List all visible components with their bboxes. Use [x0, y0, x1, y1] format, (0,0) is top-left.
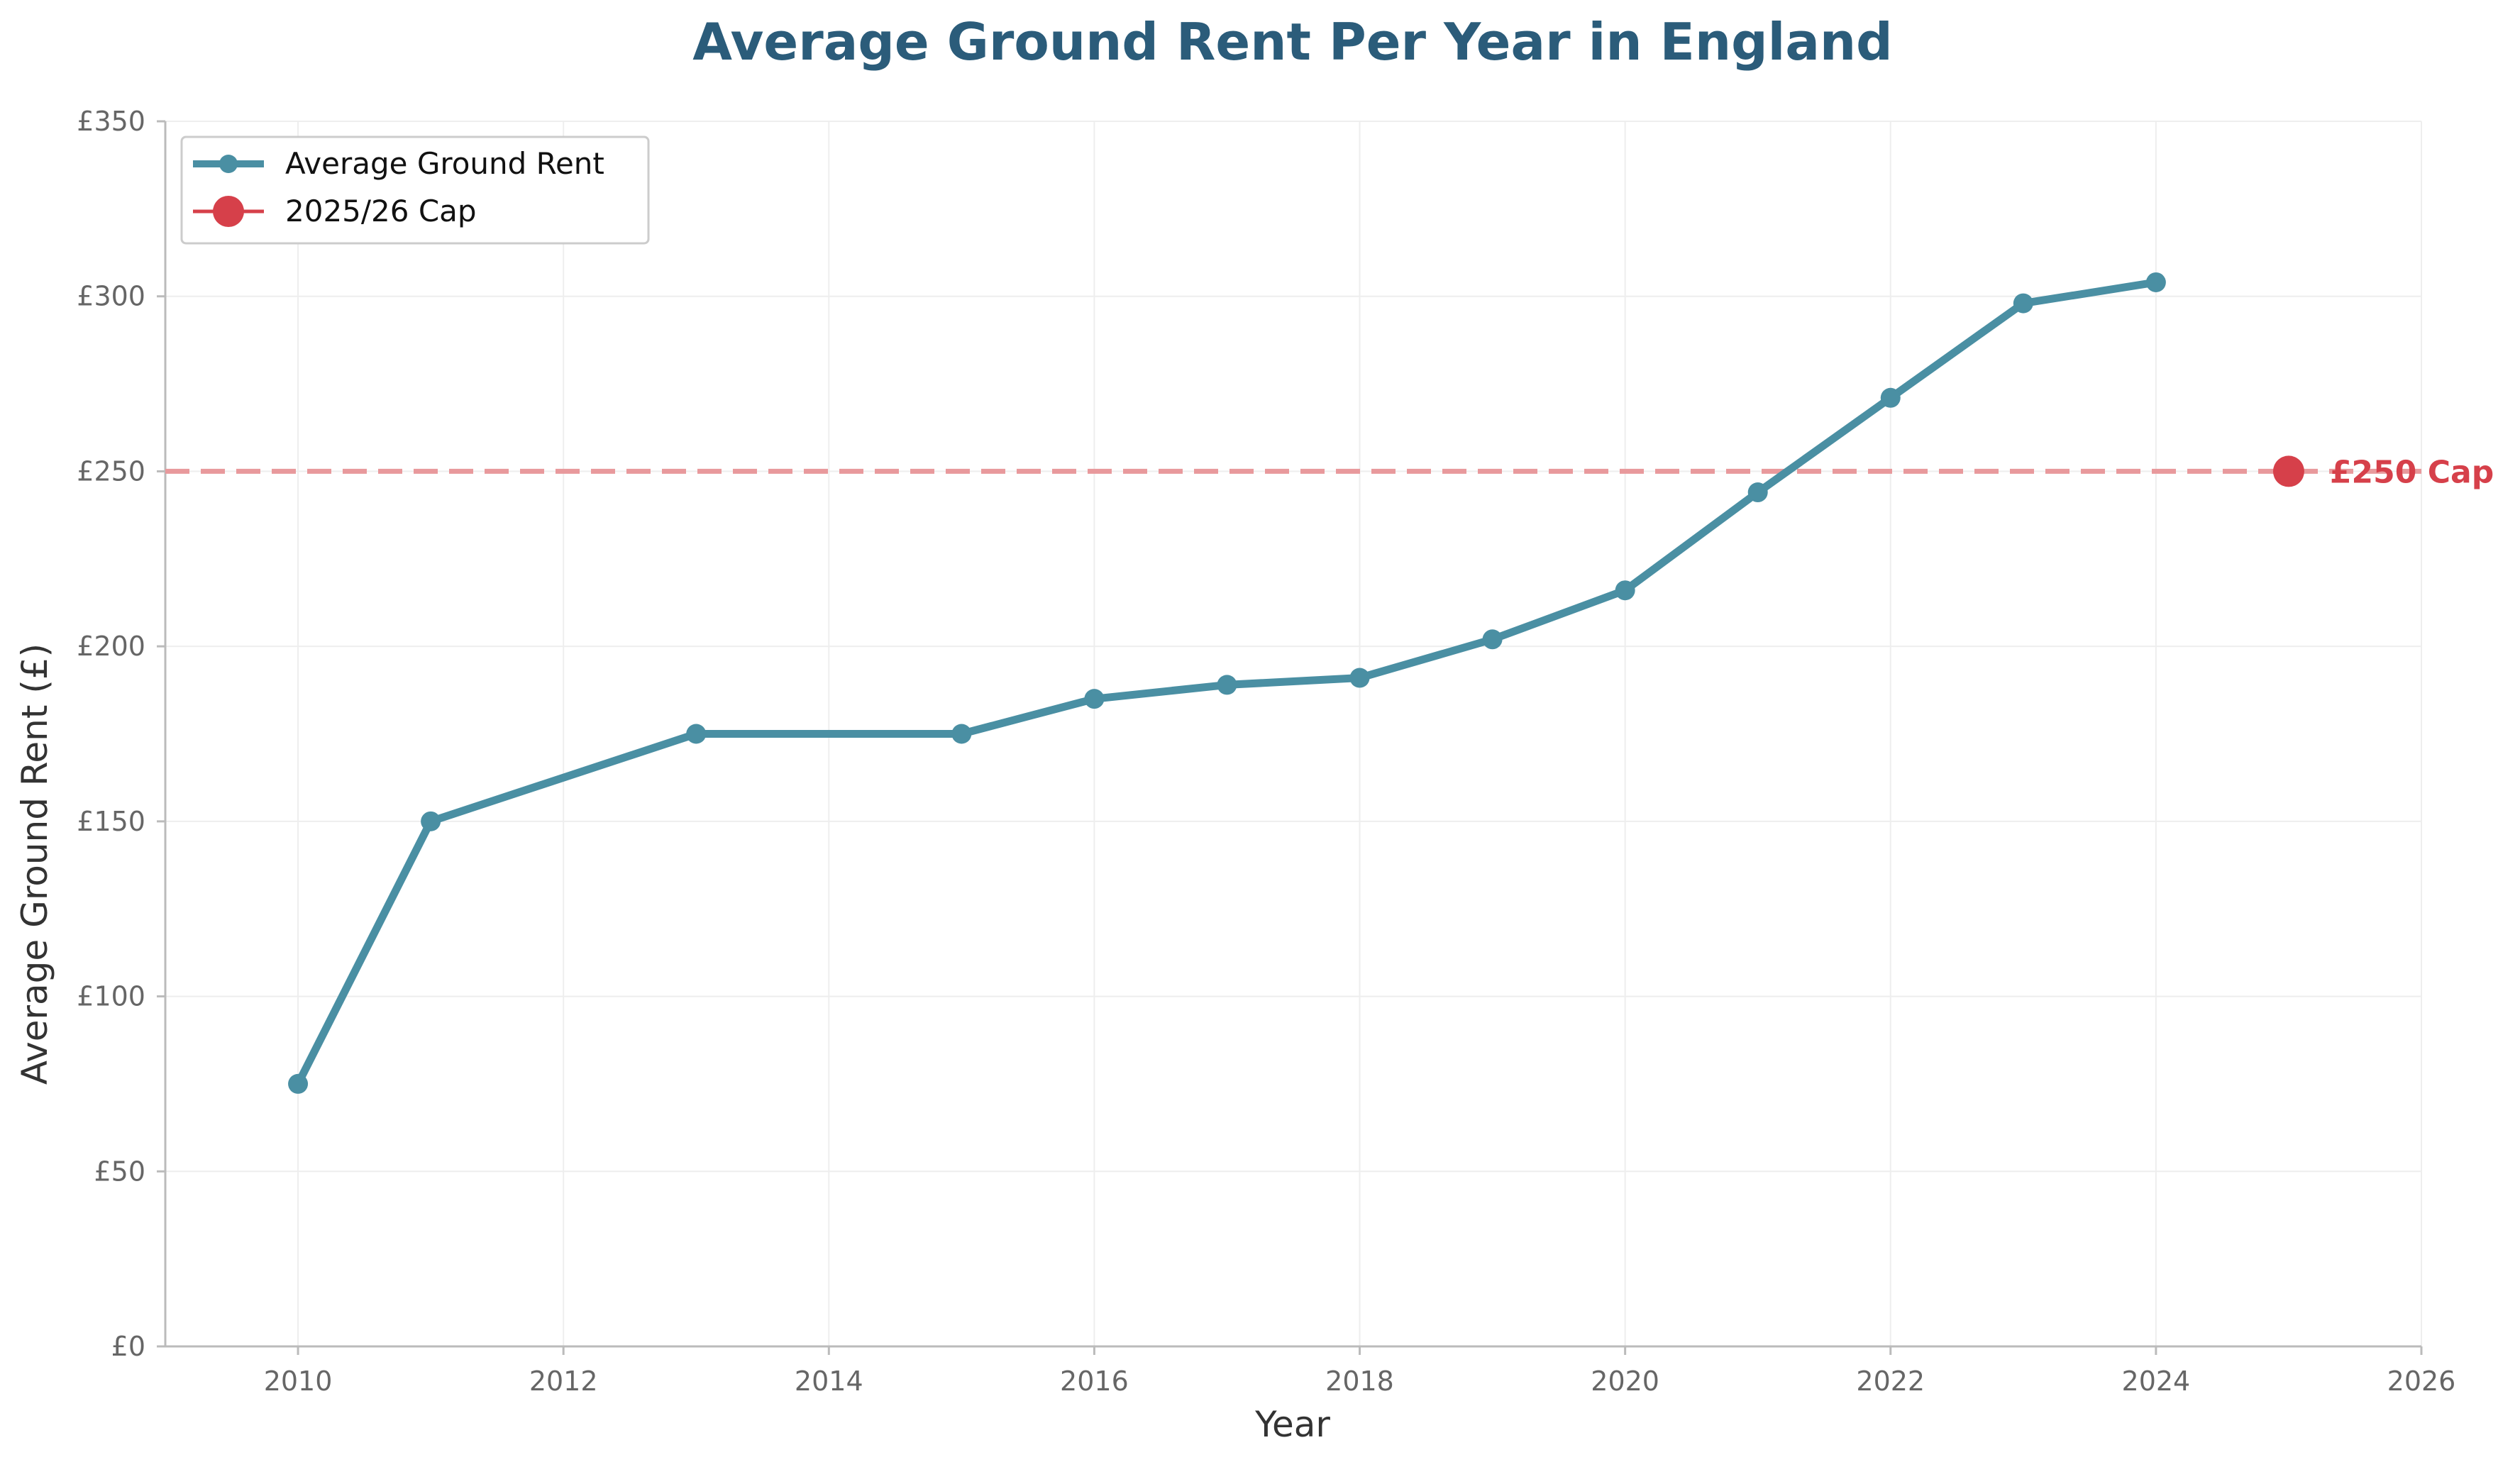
cap-label: £250 Cap: [2330, 454, 2494, 490]
chart-title: Average Ground Rent Per Year in England: [692, 12, 1892, 72]
data-point: [1084, 689, 1105, 709]
series-group: [288, 272, 2166, 1094]
y-tick-label: £300: [77, 281, 145, 312]
legend-label-cap: 2025/26 Cap: [285, 194, 477, 228]
data-point: [1615, 580, 1635, 601]
x-tick-label: 2010: [264, 1366, 333, 1397]
axes: [164, 121, 2421, 1348]
x-tick-label: 2024: [2122, 1366, 2191, 1397]
y-tick-label: £150: [77, 806, 145, 837]
legend-label-average: Average Ground Rent: [285, 146, 604, 181]
data-point: [1349, 668, 1370, 688]
x-tick-label: 2016: [1060, 1366, 1129, 1397]
y-tick-label: £100: [77, 981, 145, 1012]
legend: Average Ground Rent 2025/26 Cap: [180, 135, 650, 245]
legend-marker-cap: [213, 196, 244, 227]
y-tick-label: £200: [77, 631, 145, 662]
data-point: [2013, 293, 2033, 314]
data-point: [288, 1073, 309, 1094]
legend-box: [180, 135, 650, 245]
cap-group: £250 Cap: [2272, 454, 2494, 490]
x-axis-ticks: 2010 2012 2014 2016 2018 2020 2022 2024 2026: [264, 1346, 2456, 1397]
y-tick-label: £0: [111, 1331, 145, 1362]
data-point: [951, 724, 972, 744]
x-tick-label: 2018: [1325, 1366, 1394, 1397]
y-tick-label: £350: [77, 106, 145, 137]
x-tick-label: 2022: [1856, 1366, 1925, 1397]
x-tick-label: 2020: [1591, 1366, 1659, 1397]
data-point: [2145, 272, 2166, 292]
data-point: [1880, 387, 1901, 408]
data-point: [1217, 675, 1237, 695]
y-axis-label: Average Ground Rent (£): [14, 643, 55, 1085]
y-axis-ticks: £0 £50 £100 £150 £200 £250 £300 £350: [77, 106, 165, 1362]
data-point: [1747, 482, 1768, 503]
x-axis-label: Year: [1254, 1404, 1330, 1445]
data-point: [1482, 629, 1503, 650]
x-tick-label: 2026: [2387, 1366, 2456, 1397]
cap-point: [2272, 455, 2304, 487]
y-tick-label: £50: [94, 1156, 145, 1187]
y-tick-label: £250: [77, 455, 145, 487]
x-tick-label: 2014: [795, 1366, 863, 1397]
data-point: [421, 811, 441, 831]
data-point: [686, 724, 707, 744]
legend-marker-average: [219, 155, 238, 173]
x-tick-label: 2012: [529, 1366, 598, 1397]
